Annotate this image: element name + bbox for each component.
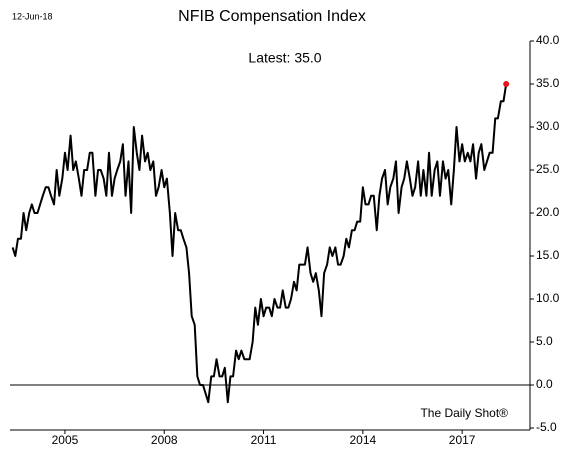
y-tick-label: 10.0 bbox=[536, 291, 560, 305]
annotation: Latest: 35.0 bbox=[248, 50, 321, 66]
y-tick-label: 20.0 bbox=[536, 205, 560, 219]
y-tick-label: 40.0 bbox=[536, 33, 560, 47]
x-tick-label: 2011 bbox=[251, 433, 277, 447]
y-tick-label: 35.0 bbox=[536, 76, 560, 90]
y-tick-label: 5.0 bbox=[536, 334, 553, 348]
x-tick-label: 2005 bbox=[52, 433, 79, 447]
x-tick-label: 2017 bbox=[449, 433, 476, 447]
y-tick-label: 25.0 bbox=[536, 162, 560, 176]
chart-date: 12-Jun-18 bbox=[12, 11, 53, 21]
y-tick-label: 0.0 bbox=[536, 377, 553, 391]
y-tick-label: -5.0 bbox=[536, 420, 557, 434]
x-tick-label: 2008 bbox=[151, 433, 178, 447]
chart-title: NFIB Compensation Index bbox=[178, 8, 366, 25]
line bbox=[11, 83, 508, 404]
latest-marker bbox=[503, 81, 510, 87]
x-tick-label: 2014 bbox=[349, 433, 376, 447]
source: The Daily Shot® bbox=[420, 406, 508, 420]
y-tick-label: 30.0 bbox=[536, 119, 560, 133]
y-tick-label: 15.0 bbox=[536, 248, 560, 262]
